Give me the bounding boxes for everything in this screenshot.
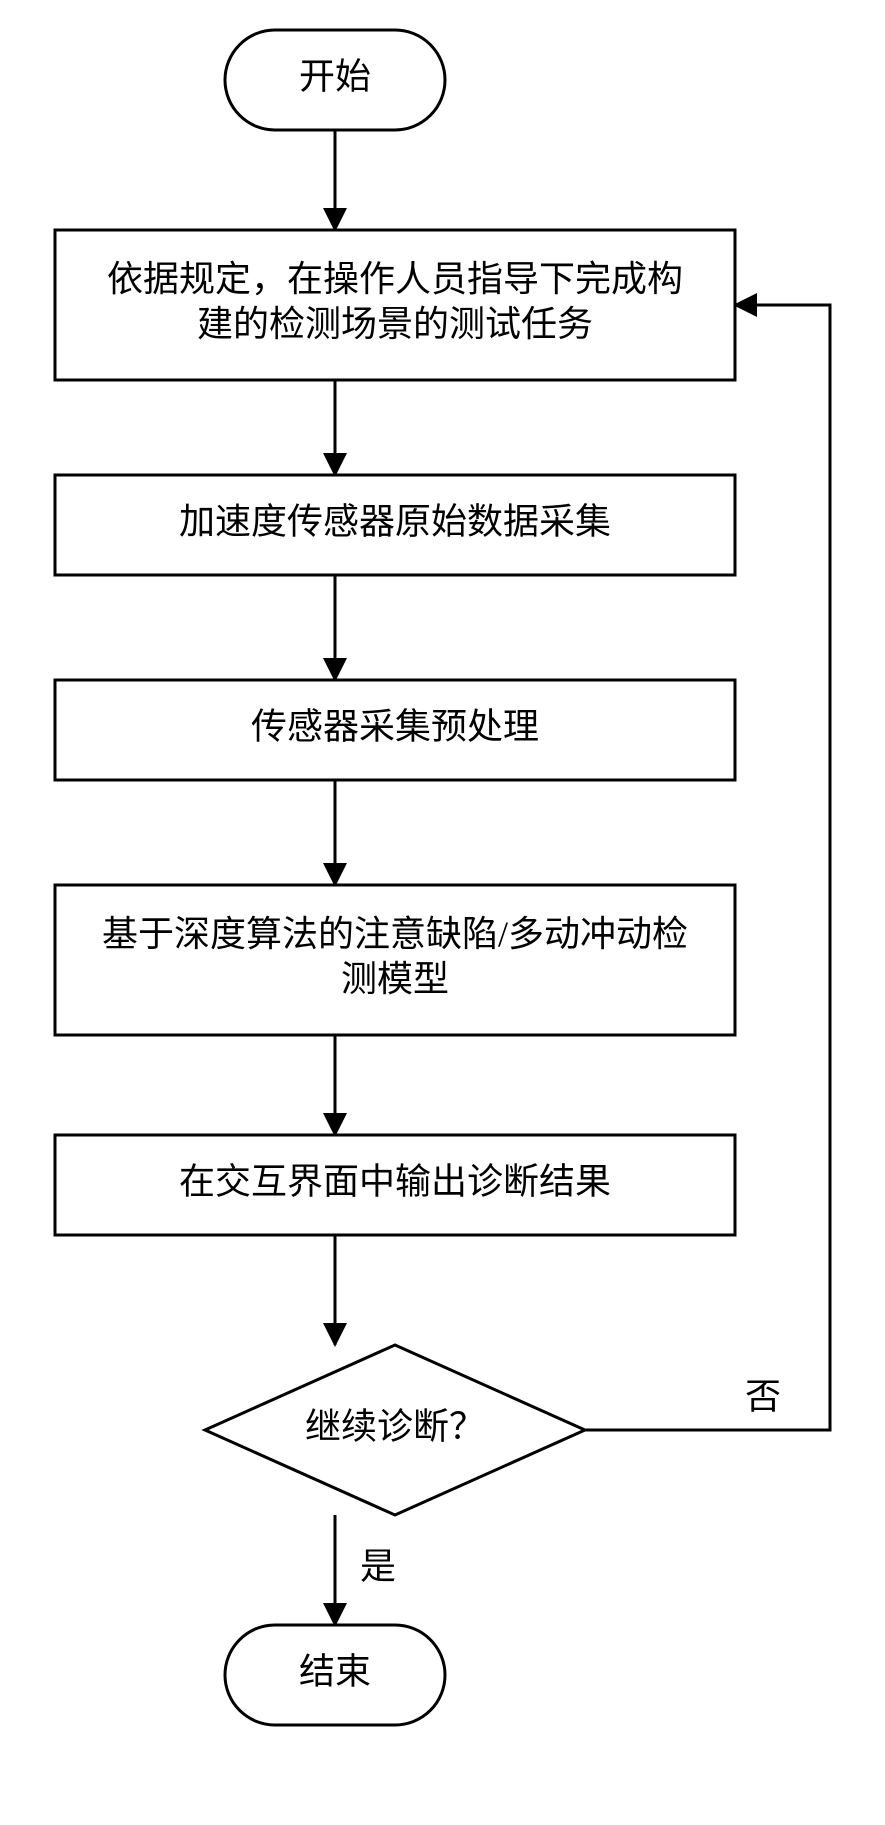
edge-label-decision-to-step1: 否 (745, 1376, 781, 1416)
node-step5-label: 在交互界面中输出诊断结果 (179, 1161, 611, 1201)
node-step1-label-line-1: 建的检测场景的测试任务 (197, 304, 593, 344)
edge-label-decision-to-end: 是 (360, 1546, 396, 1586)
node-step3-label: 传感器采集预处理 (251, 706, 539, 746)
flowchart-canvas: 是 否 开始依据规定，在操作人员指导下完成构建的检测场景的测试任务加速度传感器原始数… (0, 0, 885, 1825)
node-step1-label-line-0: 依据规定，在操作人员指导下完成构 (107, 259, 683, 299)
node-step4-label-line-1: 测模型 (341, 959, 449, 999)
node-step4-label-line-0: 基于深度算法的注意缺陷/多动冲动检 (102, 914, 688, 954)
node-decision-label: 继续诊断？ (305, 1406, 485, 1446)
node-step2-label: 加速度传感器原始数据采集 (179, 501, 611, 541)
node-end-label: 结束 (299, 1651, 371, 1691)
node-start-label: 开始 (299, 56, 371, 96)
